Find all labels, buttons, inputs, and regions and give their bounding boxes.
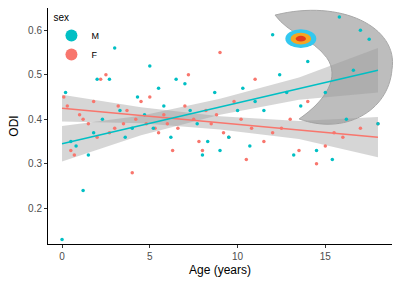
svg-text:0.3: 0.3 xyxy=(28,158,42,169)
svg-text:0: 0 xyxy=(59,251,65,262)
svg-text:15: 15 xyxy=(320,251,332,262)
svg-text:M: M xyxy=(91,31,99,41)
svg-text:5: 5 xyxy=(147,251,153,262)
svg-text:F: F xyxy=(91,50,97,60)
svg-text:0.6: 0.6 xyxy=(28,25,42,36)
svg-text:0.5: 0.5 xyxy=(28,69,42,80)
svg-text:10: 10 xyxy=(232,251,244,262)
svg-text:0.4: 0.4 xyxy=(28,114,42,125)
svg-text:0.2: 0.2 xyxy=(28,203,42,214)
svg-text:sex: sex xyxy=(53,12,69,23)
svg-text:ODI: ODI xyxy=(7,115,21,136)
svg-text:Age (years): Age (years) xyxy=(189,263,251,277)
